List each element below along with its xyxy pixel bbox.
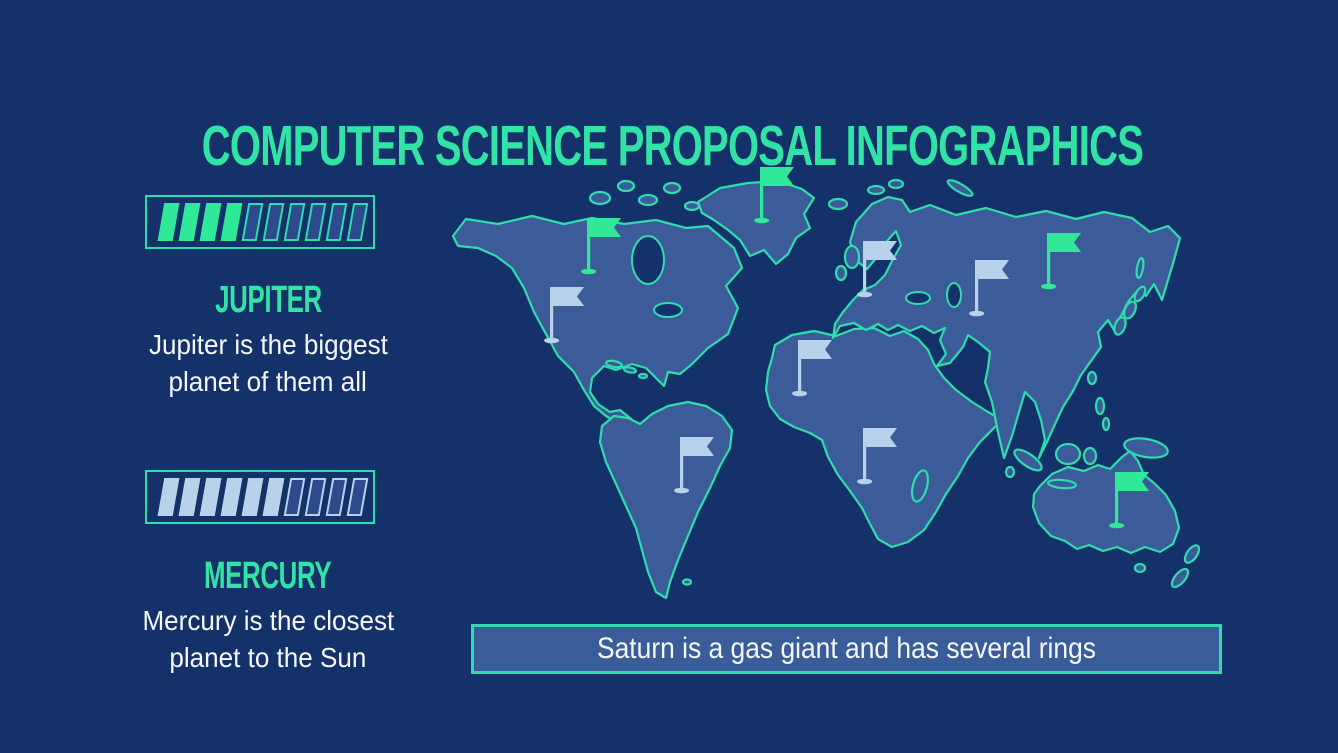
iceland [827, 197, 849, 211]
philippines-island [1094, 396, 1106, 416]
progress-segment [325, 478, 348, 516]
hudson-bay [631, 235, 665, 285]
progress-segment [325, 203, 348, 241]
new-guinea [1123, 437, 1169, 459]
great-lakes [653, 302, 683, 318]
progress-segment [304, 203, 327, 241]
sulawesi [1082, 446, 1098, 466]
progress-segment [241, 203, 264, 241]
progress-segment [178, 203, 201, 241]
novaya-zemlya [946, 179, 974, 197]
british-isles [834, 264, 848, 282]
map-flag-greenland [754, 167, 794, 224]
map-flag-west-usa [544, 287, 584, 344]
progress-segment [262, 203, 285, 241]
progress-segment [157, 478, 180, 516]
falkland-island [681, 578, 693, 586]
map-flag-east-siberia [1041, 233, 1081, 290]
arctic-island [588, 190, 612, 206]
svalbard [866, 184, 886, 196]
page-title: COMPUTER SCIENCE PROPOSAL INFOGRAPHICS [0, 114, 1338, 179]
arctic-island [662, 181, 682, 195]
sakhalin [1135, 257, 1145, 279]
mercury-progress-meter [145, 470, 375, 524]
progress-segment [178, 478, 201, 516]
japan-island [1133, 285, 1147, 303]
svalbard [887, 178, 905, 190]
new-zealand-island [1183, 544, 1201, 564]
continent-north-america [451, 214, 744, 432]
continents [451, 179, 1182, 600]
progress-segment [283, 203, 306, 241]
arctic-island [683, 200, 701, 212]
tasmania [1133, 562, 1147, 574]
map-flag-central-asia [969, 260, 1009, 317]
jupiter-progress-meter [145, 195, 375, 249]
japan-island [1122, 300, 1138, 320]
progress-segment [346, 478, 369, 516]
continent-australia [1031, 449, 1181, 555]
jupiter-description-line2: planet of them all [168, 366, 368, 397]
map-flags [544, 167, 1149, 529]
new-zealand-island [1170, 567, 1190, 589]
continent-south-america [598, 400, 734, 600]
progress-segment [220, 203, 243, 241]
islands [588, 178, 1201, 589]
jupiter-label: JUPITER [214, 279, 322, 321]
arctic-island [637, 193, 659, 207]
mercury-description-line2: planet to the Sun [169, 642, 367, 673]
progress-segment [157, 203, 180, 241]
caspian-sea [946, 282, 962, 308]
madagascar [910, 469, 930, 503]
caption-box: Saturn is a gas giant and has several ri… [471, 624, 1222, 674]
caption-text: Saturn is a gas giant and has several ri… [597, 632, 1096, 665]
inland-waters [631, 235, 962, 318]
caribbean-island [637, 372, 649, 380]
black-sea [905, 291, 931, 305]
sumatra [1013, 448, 1043, 472]
jupiter-description: Jupiter is the biggest planet of them al… [88, 326, 448, 400]
sri-lanka [1004, 465, 1016, 479]
jupiter-description-line1: Jupiter is the biggest [148, 329, 388, 360]
java [1046, 478, 1078, 490]
progress-segment [199, 478, 222, 516]
caribbean-island [622, 366, 638, 374]
mercury-description-line1: Mercury is the closest [142, 605, 394, 636]
borneo [1054, 442, 1082, 466]
progress-segment [283, 478, 306, 516]
map-flag-south-america [674, 437, 714, 494]
british-isles [843, 244, 861, 270]
progress-segment [304, 478, 327, 516]
world-map [451, 167, 1201, 600]
progress-segment [220, 478, 243, 516]
map-flag-north-canada [581, 218, 621, 275]
taiwan [1086, 370, 1098, 386]
mercury-description: Mercury is the closest planet to the Sun [88, 602, 448, 676]
map-flag-east-europe [857, 241, 897, 298]
caribbean-island [605, 359, 623, 369]
progress-segment [346, 203, 369, 241]
japan-island [1113, 316, 1127, 336]
map-flag-australia [1109, 472, 1149, 529]
philippines-island [1101, 416, 1111, 432]
progress-segment [241, 478, 264, 516]
progress-segment [199, 203, 222, 241]
page-title-text: COMPUTER SCIENCE PROPOSAL INFOGRAPHICS [201, 114, 1144, 179]
mercury-label: MERCURY [204, 555, 332, 597]
progress-segment [262, 478, 285, 516]
map-flag-southeast-africa [857, 428, 897, 485]
arctic-island [616, 179, 636, 193]
map-flag-north-africa [792, 340, 832, 397]
